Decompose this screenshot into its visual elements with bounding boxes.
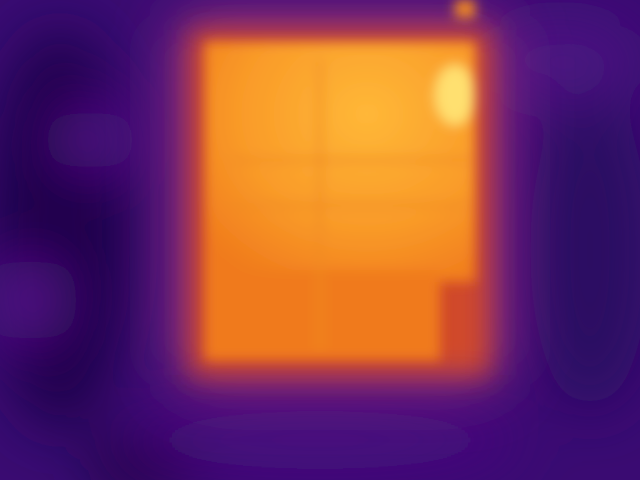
cold-regions — [0, 20, 640, 480]
hot-object — [205, 0, 475, 360]
